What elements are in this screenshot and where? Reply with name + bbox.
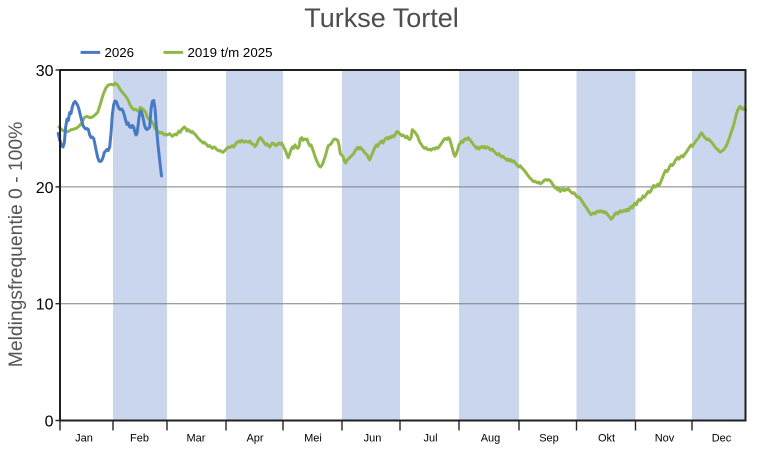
svg-text:20: 20	[36, 180, 54, 197]
svg-text:Turkse Tortel: Turkse Tortel	[304, 3, 459, 33]
svg-text:Jul: Jul	[423, 433, 437, 445]
svg-text:Feb: Feb	[130, 433, 149, 445]
svg-text:10: 10	[36, 297, 54, 314]
svg-text:30: 30	[36, 63, 54, 80]
svg-text:Dec: Dec	[712, 433, 732, 445]
svg-text:Nov: Nov	[655, 433, 675, 445]
svg-text:Mar: Mar	[187, 433, 206, 445]
svg-text:Mei: Mei	[304, 433, 322, 445]
svg-text:Okt: Okt	[598, 433, 615, 445]
svg-text:0: 0	[45, 414, 54, 431]
svg-text:Aug: Aug	[481, 433, 501, 445]
svg-text:2026: 2026	[105, 45, 135, 60]
svg-text:Jan: Jan	[75, 433, 93, 445]
svg-text:2019 t/m 2025: 2019 t/m 2025	[188, 45, 273, 60]
svg-text:Apr: Apr	[246, 433, 263, 445]
svg-text:Jun: Jun	[364, 433, 382, 445]
svg-text:Meldingsfrequentie 0 - 100%: Meldingsfrequentie 0 - 100%	[6, 122, 27, 367]
svg-text:Sep: Sep	[539, 433, 559, 445]
